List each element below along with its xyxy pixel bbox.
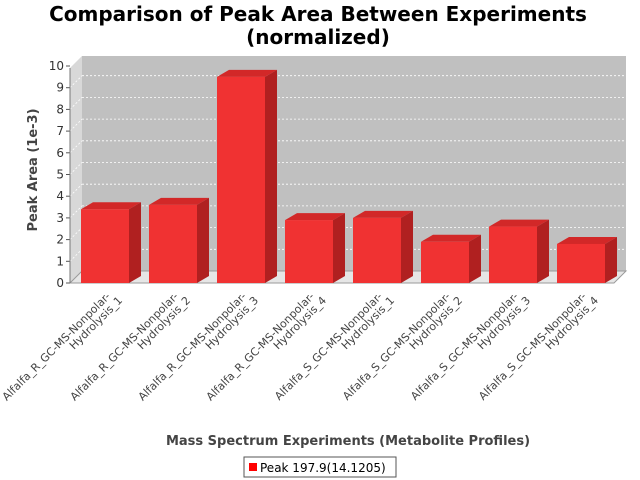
bar-top <box>421 234 481 242</box>
bar <box>149 197 209 283</box>
bar-front <box>149 204 197 283</box>
bar-top <box>217 69 277 77</box>
bar-front <box>81 209 129 283</box>
x-tick-label: Alfalfa_S_GC-MS-Nonpolar- <box>340 290 453 403</box>
bars <box>81 69 617 283</box>
bar-front <box>353 217 401 283</box>
x-tick-label: Alfalfa_R_GC-MS-Nonpolar- <box>136 290 249 403</box>
x-tick-label: Alfalfa_R_GC-MS-Nonpolar- <box>0 290 113 403</box>
y-axis-label: Peak Area (1e-3) <box>26 108 41 231</box>
x-tick-label: Alfalfa_S_GC-MS-Nonpolar- <box>408 290 521 403</box>
legend-swatch <box>249 463 257 471</box>
y-tick-label: 6 <box>56 146 64 160</box>
y-tick-label: 5 <box>56 168 64 182</box>
bar-side <box>537 219 549 283</box>
bar <box>217 69 277 283</box>
x-tick-label: Alfalfa_S_GC-MS-Nonpolar- <box>272 290 385 403</box>
chart-subtitle: (normalized) <box>246 25 390 49</box>
grid-line <box>69 183 83 197</box>
plot-left-wall <box>70 56 82 283</box>
bar-front <box>489 226 537 283</box>
grid-line <box>69 249 83 262</box>
bar-front <box>285 220 333 283</box>
y-tick-label: 0 <box>56 276 64 290</box>
bar-side <box>469 234 481 283</box>
bar-side <box>605 236 617 283</box>
bar-top <box>353 210 413 218</box>
bar <box>353 210 413 283</box>
grid-line <box>69 75 83 88</box>
grid-line <box>69 140 83 154</box>
grid-line <box>69 97 83 110</box>
grid-line <box>69 205 83 219</box>
x-tick-label: Alfalfa_S_GC-MS-Nonpolar- <box>476 290 589 403</box>
y-tick-label: 4 <box>56 189 64 203</box>
y-tick-label: 1 <box>56 254 64 268</box>
grid-lines <box>69 53 626 262</box>
bar <box>489 219 549 283</box>
bar-front <box>421 241 469 283</box>
bar <box>81 202 141 283</box>
bar-side <box>265 69 277 283</box>
x-tick-label: Alfalfa_R_GC-MS-Nonpolar- <box>68 290 181 403</box>
grid-line <box>69 162 83 175</box>
grid-line <box>69 53 83 67</box>
x-axis-label: Mass Spectrum Experiments (Metabolite Pr… <box>166 434 530 449</box>
bar-front <box>557 243 605 283</box>
x-tick-label: Alfalfa_R_GC-MS-Nonpolar- <box>204 290 317 403</box>
chart-title: Comparison of Peak Area Between Experime… <box>49 2 587 26</box>
y-tick-label: 10 <box>49 59 64 73</box>
bar <box>285 213 345 283</box>
bar-top <box>81 202 141 210</box>
bar <box>557 236 617 283</box>
bar-top <box>489 219 549 227</box>
bar-top <box>149 197 209 205</box>
y-tick-label: 3 <box>56 211 64 225</box>
bar-side <box>401 210 413 283</box>
x-axis-categories: Alfalfa_R_GC-MS-Nonpolar-Hydrolysis_1Alf… <box>0 290 601 403</box>
legend-item-label: Peak 197.9(14.1205) <box>260 461 386 475</box>
bar-side <box>197 197 209 283</box>
y-tick-label: 2 <box>56 233 64 247</box>
y-tick-label: 9 <box>56 81 64 95</box>
bar-side <box>333 213 345 283</box>
bar-front <box>217 76 265 283</box>
bar-top <box>557 236 617 244</box>
bar <box>421 234 481 283</box>
grid-line <box>69 118 83 132</box>
legend-box <box>243 456 397 478</box>
bar-side <box>129 202 141 283</box>
bar-top <box>285 213 345 221</box>
y-tick-label: 7 <box>56 124 64 138</box>
grid-line <box>69 227 83 240</box>
y-axis-ticks: 0 1 2 3 4 5 6 7 8 9 10 <box>49 59 71 290</box>
legend: Peak 197.9(14.1205) <box>243 456 397 478</box>
y-tick-label: 8 <box>56 102 64 116</box>
